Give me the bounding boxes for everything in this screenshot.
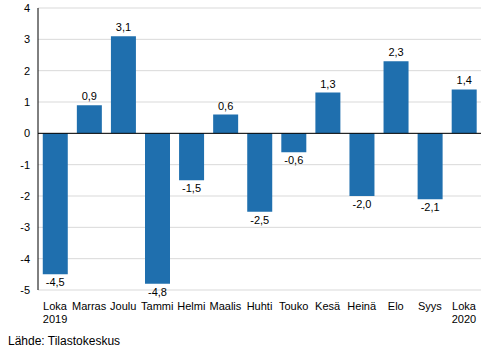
svg-text:Loka2020: Loka2020 [452,300,477,325]
svg-text:-2,0: -2,0 [352,198,371,210]
svg-text:-1,5: -1,5 [182,182,201,194]
svg-text:Marras: Marras [72,300,107,312]
svg-text:0,9: 0,9 [82,90,97,102]
svg-text:-5: -5 [20,284,30,296]
svg-text:-2,1: -2,1 [421,201,440,213]
svg-text:Maalis: Maalis [210,300,242,312]
svg-text:1: 1 [24,96,30,108]
svg-text:-0,6: -0,6 [284,154,303,166]
svg-text:-4,5: -4,5 [46,276,65,288]
svg-text:Tammi: Tammi [141,300,173,312]
svg-text:-4: -4 [20,253,30,265]
svg-text:-4,8: -4,8 [148,286,167,298]
svg-text:Elo: Elo [388,300,404,312]
svg-text:Helmi: Helmi [177,300,205,312]
svg-text:4: 4 [24,2,30,14]
svg-text:0: 0 [24,127,30,139]
svg-text:0,6: 0,6 [218,100,233,112]
svg-text:3: 3 [24,33,30,45]
svg-text:-1: -1 [20,159,30,171]
svg-text:Heinä: Heinä [347,300,377,312]
svg-text:1,3: 1,3 [320,78,335,90]
svg-text:-3: -3 [20,221,30,233]
svg-text:3,1: 3,1 [116,21,131,33]
svg-text:-2: -2 [20,190,30,202]
svg-text:Loka2019: Loka2019 [43,300,68,325]
svg-text:2: 2 [24,65,30,77]
svg-text:-2,5: -2,5 [250,214,269,226]
svg-text:Touko: Touko [279,300,308,312]
svg-text:Huhti: Huhti [247,300,273,312]
html-text:Lähde: Tilastokeskus: Lähde: Tilastokeskus [8,334,121,348]
svg-text:2,3: 2,3 [388,46,403,58]
svg-text:Syys: Syys [418,300,442,312]
svg-text:1,4: 1,4 [457,74,472,86]
svg-text:Joulu: Joulu [110,300,136,312]
svg-text:Kesä: Kesä [315,300,341,312]
